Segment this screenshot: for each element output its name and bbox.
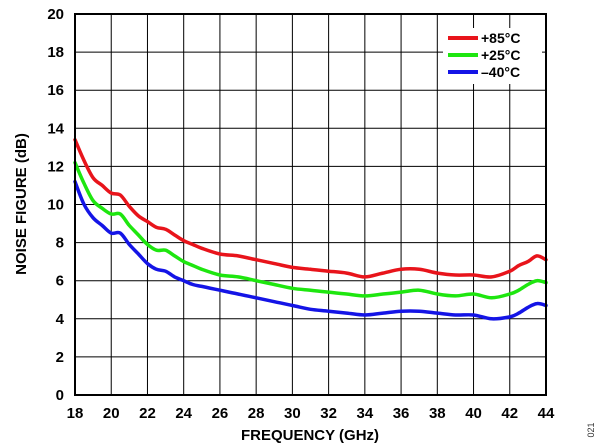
series-layer — [73, 137, 548, 321]
x-tick-label: 26 — [212, 405, 229, 422]
x-tick-labels: 18 20 22 24 26 28 30 32 34 36 38 40 42 44 — [67, 405, 555, 422]
y-tick-label: 20 — [47, 6, 64, 23]
x-tick-label: 22 — [139, 405, 156, 422]
y-tick-label: 18 — [47, 44, 64, 61]
x-tick-label: 38 — [429, 405, 446, 422]
series-line-25c — [73, 160, 548, 300]
x-tick-label: 44 — [538, 405, 555, 422]
x-tick-label: 28 — [248, 405, 265, 422]
x-tick-label: 30 — [284, 405, 301, 422]
y-tick-label: 8 — [56, 235, 64, 252]
x-axis-label: FREQUENCY (GHz) — [241, 427, 379, 444]
x-tick-label: 18 — [67, 405, 84, 422]
x-tick-label: 40 — [465, 405, 482, 422]
legend-label-85c: +85°C — [481, 30, 520, 46]
y-tick-label: 4 — [56, 311, 65, 328]
series-line-85c — [73, 137, 548, 279]
legend-label-25c: +25°C — [481, 47, 520, 63]
legend-label-minus40c: –40°C — [481, 64, 520, 80]
plot-frame — [74, 13, 547, 396]
y-tick-label: 6 — [56, 273, 64, 290]
y-tick-labels: 0 2 4 6 8 10 12 14 16 18 20 — [47, 6, 64, 404]
x-tick-label: 24 — [175, 405, 192, 422]
x-tick-label: 20 — [103, 405, 120, 422]
x-tick-label: 42 — [501, 405, 518, 422]
x-tick-label: 34 — [357, 405, 374, 422]
series-line-minus40c — [73, 179, 548, 321]
legend: +85°C +25°C –40°C — [443, 28, 542, 84]
y-tick-label: 0 — [56, 387, 64, 404]
x-tick-label: 36 — [393, 405, 410, 422]
y-axis-label: NOISE FIGURE (dB) — [13, 133, 30, 275]
y-tick-label: 16 — [47, 82, 64, 99]
figure-id: 021 — [586, 422, 596, 437]
y-tick-label: 2 — [56, 349, 64, 366]
y-tick-label: 12 — [47, 158, 64, 175]
x-tick-label: 32 — [320, 405, 337, 422]
y-tick-label: 10 — [47, 197, 64, 214]
y-tick-label: 14 — [47, 120, 64, 137]
